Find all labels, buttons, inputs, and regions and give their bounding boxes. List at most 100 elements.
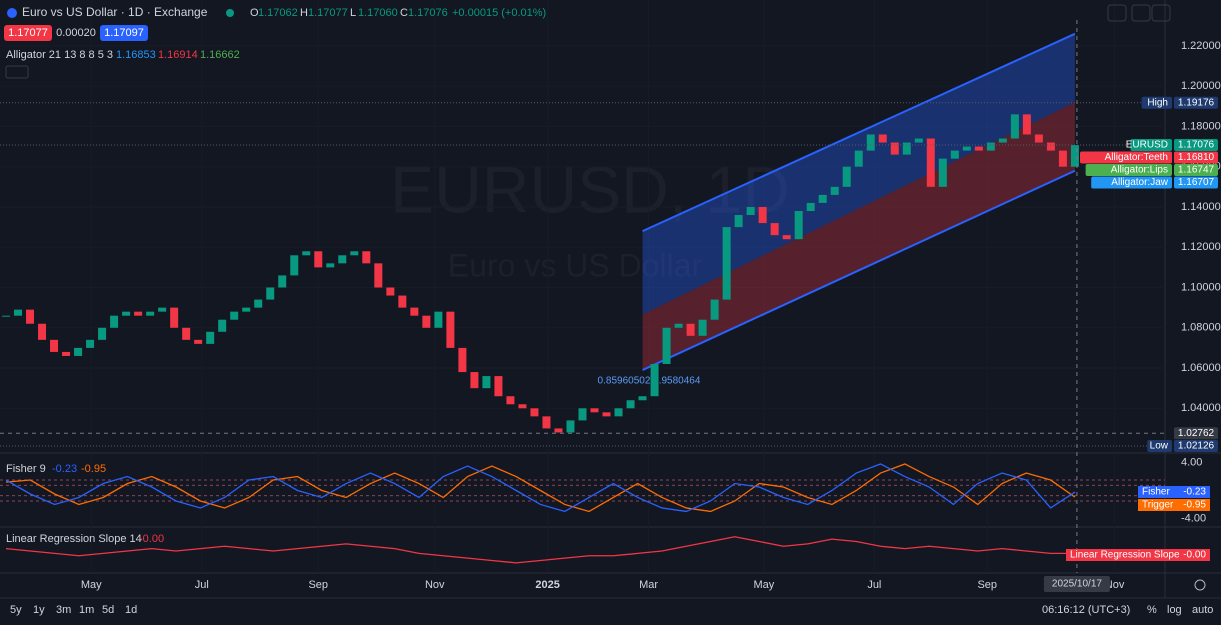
- candle: [38, 323, 47, 340]
- candle: [710, 299, 719, 320]
- market-status: [226, 9, 234, 17]
- price-tag-name: Alligator:Lips: [1111, 165, 1168, 176]
- price-tag-bg: [1174, 440, 1218, 453]
- candle: [182, 327, 191, 340]
- slope-line: [5, 536, 1075, 564]
- watermark-sub: Euro vs US Dollar: [448, 247, 703, 283]
- price-tag-name-bg: [1085, 164, 1172, 177]
- price-tag-name-bg: [1147, 440, 1172, 453]
- candle: [494, 376, 503, 397]
- candle: [830, 186, 839, 195]
- candle: [362, 251, 371, 264]
- log-toggle[interactable]: log: [1167, 604, 1182, 616]
- slope-title: Linear Regression Slope 14: [6, 533, 142, 545]
- candle: [530, 408, 539, 417]
- y-tick-label: 1.10000: [1181, 281, 1221, 293]
- fisher-tag-name: Fisher: [1142, 487, 1170, 498]
- candle: [746, 206, 755, 216]
- candle: [818, 194, 827, 203]
- candle: [722, 227, 731, 300]
- candle: [194, 339, 203, 344]
- candle: [734, 215, 743, 228]
- ohlc-key: C: [400, 7, 408, 19]
- range-button[interactable]: 5d: [102, 604, 114, 616]
- price-tag-name-bg: [1130, 139, 1172, 152]
- top-right-button[interactable]: [1131, 4, 1151, 22]
- candle: [1010, 114, 1019, 139]
- x-tick-label: May: [753, 579, 774, 591]
- y-tick-label: 1.08000: [1181, 322, 1221, 334]
- fisher-tag-bg: [1138, 486, 1210, 498]
- candle: [1034, 134, 1043, 143]
- percent-toggle[interactable]: %: [1147, 604, 1157, 616]
- candle: [314, 251, 323, 268]
- candle: [350, 251, 359, 256]
- settings-button[interactable]: [1194, 579, 1206, 591]
- fisher-tick-label: 4.00: [1181, 456, 1202, 468]
- range-button[interactable]: 1y: [33, 604, 45, 616]
- auto-toggle[interactable]: auto: [1192, 604, 1213, 616]
- x-tick-label: Jul: [867, 579, 881, 591]
- candle: [878, 134, 887, 143]
- sell-button[interactable]: [4, 25, 52, 41]
- candle: [1022, 114, 1031, 135]
- candle: [962, 146, 971, 151]
- ohlc-value: 1.17076: [408, 7, 448, 19]
- y-tick-label: 1.06000: [1181, 362, 1221, 374]
- candle: [470, 372, 479, 389]
- range-button[interactable]: 3m: [56, 604, 71, 616]
- collapse-button[interactable]: [5, 65, 29, 79]
- candle: [686, 323, 695, 336]
- date-tag: 2025/10/17: [1052, 579, 1102, 590]
- candle: [518, 404, 527, 409]
- ohlc-key: L: [350, 7, 356, 19]
- candle: [662, 327, 671, 365]
- top-right-button[interactable]: [1151, 4, 1171, 22]
- x-tick-label: Nov: [425, 579, 445, 591]
- price-tag-bg: [1174, 427, 1218, 440]
- candle: [422, 315, 431, 328]
- candle: [998, 138, 1007, 143]
- candle: [2, 315, 11, 317]
- candle: [242, 307, 251, 312]
- fisher-value: -0.23: [52, 463, 77, 475]
- candle: [566, 420, 575, 433]
- channel-line: [642, 169, 1076, 371]
- candle: [434, 311, 443, 328]
- x-tick-label: 2025: [535, 579, 559, 591]
- sell-price[interactable]: 1.17077: [8, 27, 48, 39]
- x-tick-label: Jul: [195, 579, 209, 591]
- price-tag-bg: [1174, 164, 1218, 177]
- top-right-button[interactable]: [1107, 4, 1127, 22]
- y-tick-label: 1.12000: [1181, 241, 1221, 253]
- x-tick-label: May: [81, 579, 102, 591]
- ohlc-key: O: [250, 7, 259, 19]
- candle: [26, 309, 35, 324]
- candle: [338, 255, 347, 264]
- candle: [254, 299, 263, 308]
- range-button[interactable]: 1m: [79, 604, 94, 616]
- date-tag-bg: [1043, 576, 1110, 592]
- candle: [98, 327, 107, 340]
- fisher-tag-value: -0.95: [1183, 500, 1206, 511]
- price-tag-bg: [1174, 139, 1218, 152]
- candle: [206, 331, 215, 344]
- candle: [758, 206, 767, 224]
- candle: [218, 319, 227, 332]
- price-tag-value: 1.02762: [1178, 428, 1215, 439]
- buy-button[interactable]: [100, 25, 148, 41]
- price-tag-bg: [1174, 176, 1218, 189]
- candle: [866, 134, 875, 151]
- buy-price[interactable]: 1.17097: [104, 27, 144, 39]
- candle: [842, 166, 851, 187]
- candle: [974, 146, 983, 151]
- candle: [122, 311, 131, 316]
- range-button[interactable]: 5y: [10, 604, 22, 616]
- price-tag-name: Alligator:Teeth: [1105, 152, 1168, 163]
- candle: [374, 263, 383, 288]
- range-button[interactable]: 1d: [125, 604, 137, 616]
- y-tick-label: 1.04000: [1181, 402, 1221, 414]
- candle: [938, 158, 947, 187]
- price-tag-bg: [1174, 151, 1218, 164]
